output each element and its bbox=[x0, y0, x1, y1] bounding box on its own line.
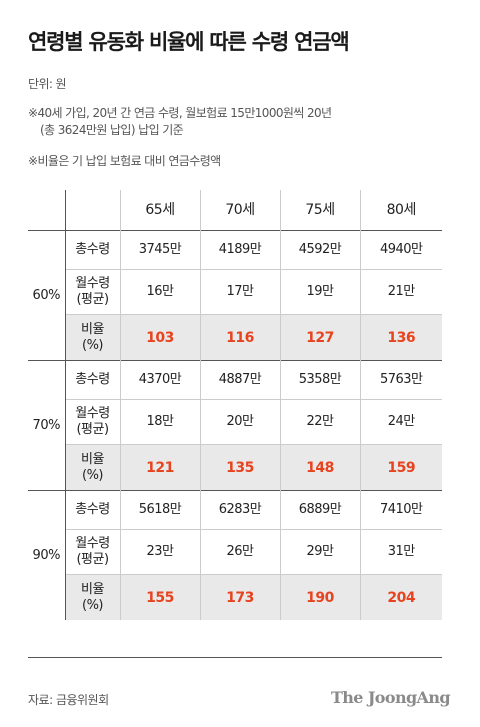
table-cell: 7410만 bbox=[359, 490, 442, 530]
table-cell: 173 bbox=[199, 574, 280, 620]
table-cell: 148 bbox=[279, 444, 360, 491]
row-label: 비율 (%) bbox=[64, 574, 120, 620]
table-cell: 4189만 bbox=[199, 230, 280, 270]
table-row: 비율 (%) 121 135 148 159 bbox=[28, 444, 442, 491]
row-label: 비율 (%) bbox=[64, 444, 120, 491]
table-row: 월수령 (평균) 18만 20만 22만 24만 bbox=[28, 399, 442, 445]
table-cell: 190 bbox=[279, 574, 360, 620]
row-label: 총수령 bbox=[64, 490, 120, 530]
group-label: 90% bbox=[28, 490, 66, 620]
unit-note: 단위: 원 bbox=[28, 77, 67, 91]
table-row: 60% 총수령 3745만 4189만 4592만 4940만 bbox=[28, 230, 442, 361]
table-body: 65세 70세 75세 80세 60% 총수령 3745만 4189만 4592만 494… bbox=[28, 190, 442, 620]
column-header: 75세 bbox=[279, 190, 360, 231]
table-cell: 135 bbox=[199, 444, 280, 491]
table-cell: 16만 bbox=[119, 269, 200, 315]
header-row: 65세 70세 75세 80세 bbox=[28, 190, 442, 231]
footnote-line: ※40세 가입, 20년 간 연금 수령, 월보험료 15만1000원씩 20년 bbox=[28, 106, 332, 120]
row-label: 월수령 (평균) bbox=[64, 529, 120, 575]
page-title: 연령별 유동화 비율에 따른 수령 연금액 bbox=[28, 30, 350, 54]
column-header: 65세 bbox=[119, 190, 200, 231]
table-cell: 21만 bbox=[359, 269, 442, 315]
table-cell: 103 bbox=[119, 314, 200, 361]
table-cell: 4592만 bbox=[279, 230, 360, 270]
table-row: 비율 (%) 103 116 127 136 bbox=[28, 314, 442, 361]
table-row: 90% 총수령 5618만 6283만 6889만 7410만 bbox=[28, 490, 442, 620]
table-cell: 121 bbox=[119, 444, 200, 491]
table-bottom-rule bbox=[28, 657, 442, 658]
table-row: 비율 (%) 155 173 190 204 bbox=[28, 574, 442, 620]
table-cell: 6889만 bbox=[279, 490, 360, 530]
table-cell: 6283만 bbox=[199, 490, 280, 530]
brand-logo: The JoongAng bbox=[330, 688, 451, 707]
group-label: 70% bbox=[28, 360, 66, 491]
table-cell: 5763만 bbox=[359, 360, 442, 400]
table-cell: 23만 bbox=[119, 529, 200, 575]
table-cell: 4887만 bbox=[199, 360, 280, 400]
table-cell: 4370만 bbox=[119, 360, 200, 400]
table-cell: 20만 bbox=[199, 399, 280, 445]
table-cell: 127 bbox=[279, 314, 360, 361]
table-cell: 22만 bbox=[279, 399, 360, 445]
table-cell: 31만 bbox=[359, 529, 442, 575]
table-cell: 17만 bbox=[199, 269, 280, 315]
table-cell: 204 bbox=[359, 574, 442, 620]
table-cell: 4940만 bbox=[359, 230, 442, 270]
table-cell: 18만 bbox=[119, 399, 200, 445]
table-cell: 155 bbox=[119, 574, 200, 620]
table-cell: 116 bbox=[199, 314, 280, 361]
header-blank bbox=[64, 190, 120, 231]
row-label: 총수령 bbox=[64, 230, 120, 270]
source-credit: 자료: 금융위원회 bbox=[28, 693, 109, 707]
table-cell: 19만 bbox=[279, 269, 360, 315]
group-label: 60% bbox=[28, 230, 66, 361]
footnote-line: (총 3624만원 납입) 납입 기준 bbox=[40, 123, 184, 137]
table-cell: 24만 bbox=[359, 399, 442, 445]
table-row: 70% 총수령 4370만 4887만 5358만 5763만 bbox=[28, 360, 442, 491]
row-label: 총수령 bbox=[64, 360, 120, 400]
header-corner bbox=[28, 190, 66, 231]
table-cell: 26만 bbox=[199, 529, 280, 575]
row-label: 월수령 (평균) bbox=[64, 399, 120, 445]
pension-table: 65세 70세 75세 80세 60% 총수령 3745만 4189만 4592만 494… bbox=[28, 190, 442, 620]
table-cell: 159 bbox=[359, 444, 442, 491]
table-cell: 29만 bbox=[279, 529, 360, 575]
table-row: 월수령 (평균) 23만 26만 29만 31만 bbox=[28, 529, 442, 575]
column-header: 70세 bbox=[199, 190, 280, 231]
table-cell: 5358만 bbox=[279, 360, 360, 400]
footnote-line: ※비율은 기 납입 보험료 대비 연금수령액 bbox=[28, 154, 221, 168]
column-header: 80세 bbox=[359, 190, 442, 231]
row-label: 비율 (%) bbox=[64, 314, 120, 361]
row-label: 월수령 (평균) bbox=[64, 269, 120, 315]
table-row: 월수령 (평균) 16만 17만 19만 21만 bbox=[28, 269, 442, 315]
table-cell: 5618만 bbox=[119, 490, 200, 530]
table-cell: 3745만 bbox=[119, 230, 200, 270]
table-cell: 136 bbox=[359, 314, 442, 361]
